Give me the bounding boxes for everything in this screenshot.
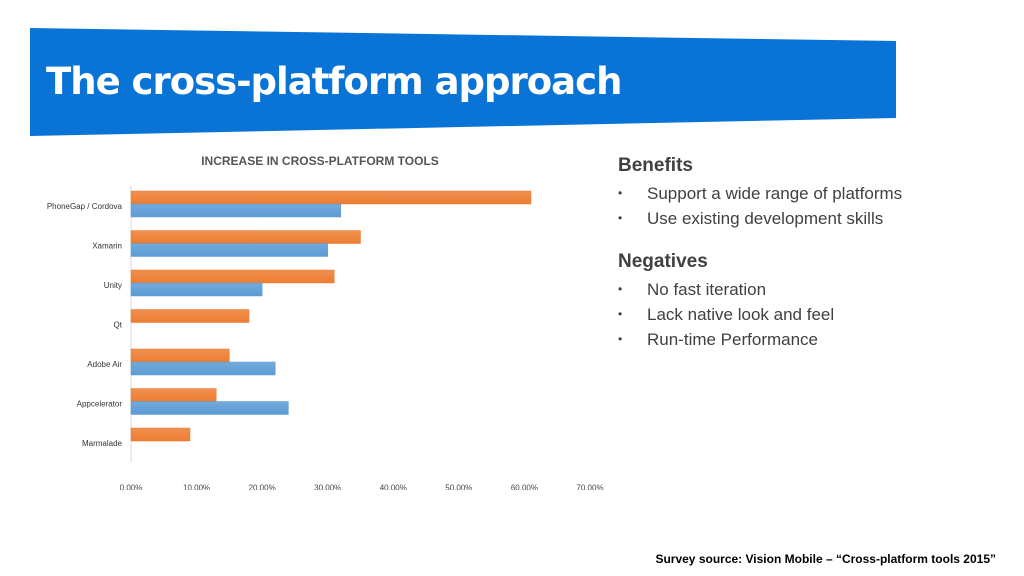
bar (130, 190, 532, 205)
bullet-icon: • (618, 307, 623, 321)
benefit-text: Support a wide range of platforms (647, 184, 903, 203)
x-tick-label: 40.00% (380, 484, 407, 491)
bar (130, 348, 230, 363)
bar (130, 388, 217, 402)
chart-title: INCREASE IN CROSS-PLATFORM TOOLS (201, 154, 439, 168)
negative-text: Run-time Performance (647, 330, 819, 349)
category-label: Marmalade (82, 439, 123, 448)
x-tick-label: 0.00% (120, 484, 143, 491)
x-tick-label: 70.00% (576, 484, 603, 491)
negative-item: • No fast iteration (618, 277, 998, 302)
benefit-item: • Use existing development skills (618, 206, 998, 231)
x-tick-label: 30.00% (314, 484, 341, 491)
category-label: Qt (114, 320, 123, 329)
bar (130, 269, 335, 284)
benefits-list: • Support a wide range of platforms • Use … (618, 181, 998, 231)
x-tick-label: 60.00% (511, 484, 538, 491)
category-label: Xamarin (92, 241, 122, 250)
survey-source: Survey source: Vision Mobile – “Cross-pl… (655, 552, 996, 566)
negative-item: • Lack native look and feel (618, 302, 998, 327)
category-label: Adobe Air (87, 360, 122, 369)
x-tick-label: 10.00% (183, 484, 210, 491)
bullet-icon: • (618, 186, 623, 200)
negative-item: • Run-time Performance (618, 327, 998, 352)
bar-chart: PhoneGap / Cordova Xamarin Unity Qt Adobe Ai… (47, 186, 604, 491)
bullet-icon: • (618, 282, 623, 296)
negative-text: Lack native look and feel (647, 305, 835, 324)
slide-title: The cross-platform approach (46, 60, 622, 103)
bar (130, 309, 250, 323)
negative-text: No fast iteration (647, 280, 767, 299)
benefits-negatives-panel: Benefits • Support a wide range of platfo… (618, 155, 998, 372)
bar (130, 282, 263, 297)
category-label: Unity (104, 281, 122, 290)
category-label: Appcelerator (77, 399, 123, 408)
bar (130, 203, 342, 218)
benefit-item: • Support a wide range of platforms (618, 181, 998, 206)
benefit-text: Use existing development skills (647, 209, 884, 228)
benefits-heading: Benefits (618, 155, 693, 176)
bullet-icon: • (618, 211, 623, 225)
x-tick-label: 50.00% (445, 484, 472, 491)
bar (130, 427, 191, 442)
x-tick-label: 20.00% (249, 484, 276, 491)
bar (130, 361, 276, 376)
bar (130, 401, 289, 415)
negatives-list: • No fast iteration • Lack native look and… (618, 277, 998, 352)
title-banner (30, 28, 896, 136)
bullet-icon: • (618, 332, 623, 346)
negatives-heading: Negatives (618, 251, 708, 272)
category-label: PhoneGap / Cordova (47, 202, 123, 211)
bar (130, 243, 328, 257)
bar (130, 230, 361, 244)
